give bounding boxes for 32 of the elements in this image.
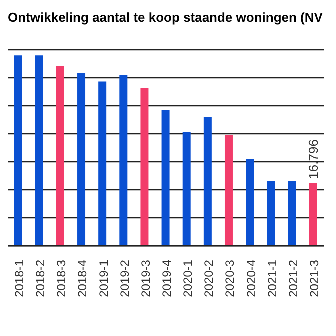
bar (120, 75, 128, 246)
bar (182, 132, 191, 246)
bar (56, 66, 64, 246)
bar (288, 181, 296, 246)
bar (98, 82, 107, 246)
bar (267, 181, 276, 246)
x-tick-label: 2018-1 (12, 260, 27, 298)
bar (204, 117, 212, 246)
x-tick-label: 2018-2 (34, 260, 48, 298)
x-tick-label: 2021-2 (286, 260, 300, 298)
bar (162, 110, 170, 246)
data-label: 16.796 (306, 140, 322, 180)
x-tick-label: 2020-4 (244, 260, 258, 298)
chart-title: Ontwikkeling aantal te koop staande woningen (NV (8, 9, 324, 27)
x-tick-label: 2020-2 (202, 260, 216, 298)
x-tick-label: 2018-4 (76, 260, 90, 298)
bar (78, 74, 86, 246)
bar (224, 135, 233, 246)
x-tick-label: 2020-3 (223, 260, 238, 298)
x-tick-label: 2019-2 (118, 260, 132, 298)
x-tick-label: 2021-3 (307, 260, 322, 298)
x-tick-label: 2020-1 (181, 260, 196, 298)
bar (140, 88, 149, 246)
x-tick-label: 2019-4 (160, 260, 174, 298)
x-tick-label: 2021-1 (265, 260, 280, 298)
x-tick-label: 2019-1 (96, 260, 111, 298)
bar (14, 56, 22, 246)
x-tick-label: 2019-3 (138, 260, 153, 298)
bar (35, 56, 44, 246)
bar (246, 159, 254, 246)
x-tick-label: 2018-3 (54, 260, 69, 298)
bar (309, 183, 318, 246)
